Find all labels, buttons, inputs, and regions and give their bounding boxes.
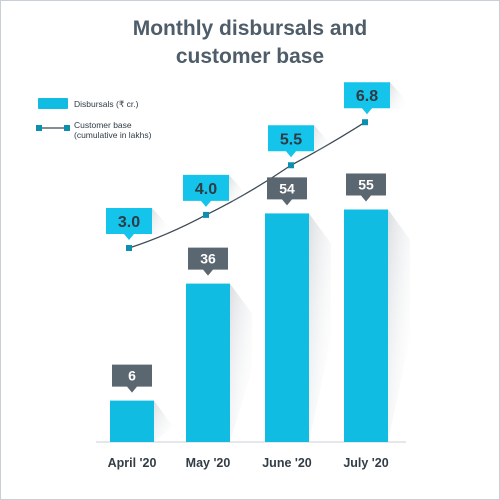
legend-line-marker-left (36, 125, 42, 131)
bar-shadow (154, 400, 176, 442)
line-marker (126, 245, 132, 251)
bar-shadow (309, 213, 331, 442)
bar (186, 283, 230, 442)
line-marker (288, 162, 294, 169)
bar-label-box (112, 364, 152, 393)
legend-line-marker-right (64, 125, 70, 131)
line-value-label: 4.0 (195, 181, 217, 198)
chart-title: Monthly disbursals and customer base (1, 15, 499, 71)
line-label-box (268, 125, 314, 158)
line-marker (203, 211, 209, 218)
legend-line-label: Customer base (cumulative in lakhs) (74, 120, 152, 140)
legend-line-label-line-1: Customer base (74, 120, 132, 130)
line-label-box (344, 82, 390, 115)
legend-bar-label: Disbursals (₹ cr.) (74, 99, 139, 109)
bar-shadow (388, 209, 410, 442)
category-label: May '20 (186, 456, 231, 470)
bar-value-label: 55 (358, 177, 374, 193)
data-labels: 6 36 54 55 3.0 4.0 5.5 6.8 (106, 82, 406, 393)
bar (110, 400, 154, 442)
bar (344, 209, 388, 442)
bar-label-box (346, 173, 386, 202)
category-label: April '20 (108, 456, 157, 470)
bars (110, 209, 388, 442)
line-label-shadow (152, 208, 168, 236)
bar-label-box (267, 177, 307, 206)
category-label: June '20 (262, 456, 312, 470)
line-value-label: 6.8 (356, 88, 378, 105)
bar (265, 213, 309, 442)
bar-label-box (188, 247, 228, 276)
line-value-label: 5.5 (280, 131, 302, 148)
legend-bar-swatch (38, 98, 68, 109)
line-label-shadow (314, 125, 330, 154)
legend-line-label-line-2: (cumulative in lakhs) (74, 130, 152, 140)
line-label-box (106, 208, 152, 240)
bar-value-label: 6 (128, 368, 136, 384)
category-labels: April '20 May '20 June '20 July '20 (108, 456, 389, 470)
chart-title-line-2: customer base (175, 45, 325, 68)
line-label-box (183, 174, 229, 207)
bar-shadows (154, 209, 410, 442)
category-label: July '20 (343, 456, 388, 470)
line-marker (362, 119, 368, 126)
line-label-shadow (390, 82, 406, 111)
bar-value-label: 54 (279, 180, 295, 196)
line-value-label: 3.0 (118, 214, 140, 231)
chart-title-line-1: Monthly disbursals and (132, 17, 368, 40)
line-label-shadow (229, 174, 245, 203)
bar-shadow (230, 283, 252, 442)
bar-value-label: 36 (200, 251, 216, 267)
